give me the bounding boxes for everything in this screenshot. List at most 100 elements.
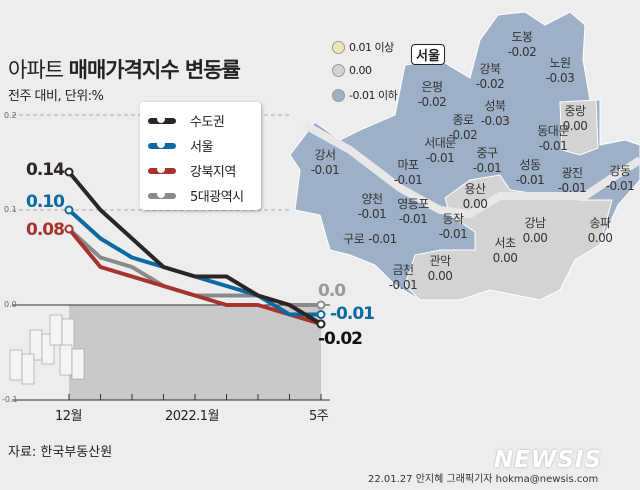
district-name: 동작 [442,212,464,226]
district-6: 중랑 0.00 [563,104,588,134]
legend-line-icon [148,114,176,124]
apartment-building-icon [61,318,75,350]
title-prefix: 아파트 [8,58,64,82]
district-name: 은평 [421,80,443,94]
district-value: -0.01 [398,212,428,226]
district-value: 0.00 [587,231,613,245]
district-24: 금천 -0.01 [389,263,418,293]
map-region-gray-south [404,174,613,301]
source-note: 자료: 한국부동산원 [8,445,113,460]
district-name: 용산 [464,182,486,196]
district-name: 서초 [494,236,516,250]
x-tick-label: 5주 [309,409,329,424]
chart-legend: 수도권 서울 강북지역 5대광역시 [140,102,261,210]
district-value: -0.01 [357,207,387,221]
series-point-1 [316,310,326,319]
district-name: 동대문 [537,124,569,138]
negative-area [69,305,321,400]
legend-label: 0.00 [349,64,372,77]
series-point-0 [316,319,326,329]
seoul-badge: 서울 [411,44,445,65]
district-name: 성동 [519,158,541,172]
district-20: 강남 0.00 [523,216,548,246]
apartment-building-icon [59,344,73,376]
district-value: 0.00 [427,269,453,283]
district-value: -0.02 [475,77,505,91]
district-21: 송파 0.00 [588,216,613,246]
legend-line-icon [148,164,176,174]
district-value: -0.01 [438,227,468,241]
district-name: 구로 [343,232,365,246]
legend-label: 5대광역시 [190,190,244,205]
district-12: 성동 -0.01 [516,158,545,188]
district-name: 영등포 [397,197,429,211]
district-value: -0.02 [448,128,478,142]
page-title: 아파트 매매가격지수 변동률 [8,54,241,84]
apartment-building-icon [49,314,63,346]
district-name: 중구 [476,146,498,160]
district-value: 0.00 [462,197,488,211]
district-name: 서대문 [424,136,456,150]
start-label-gangbuk: 0.08 [26,220,65,240]
credit-line: 22.01.27 안지혜 그래픽기자 hokma@newsis.com [368,474,599,485]
x-tick-label: 12월 [55,409,83,424]
map-region-gray-jungnang [559,99,599,156]
legend-label: 수도권 [190,115,225,130]
district-2: 강북 -0.02 [476,62,505,92]
district-value: -0.01 [310,163,340,177]
district-9: 중구 -0.01 [473,146,502,176]
y-tick: 0.1 [4,205,17,214]
apartment-building-icon [9,349,23,381]
end-label-seoul: -0.01 [330,304,375,324]
district-value: -0.01 [393,173,423,187]
legend-line-icon [148,189,176,199]
district-name: 강북 [479,62,501,76]
district-14: 강동 -0.01 [606,164,635,194]
legend-line-icon [148,139,176,149]
series-point-2 [64,224,74,234]
district-name: 노원 [549,56,571,70]
legend-label: 서울 [190,140,213,155]
legend-item-5metro: 5대광역시 [148,183,253,208]
y-tick: -0.1 [2,395,18,404]
series-point-0 [64,167,74,177]
district-value: -0.03 [480,114,510,128]
map-legend-negative: -0.01 이하 [332,87,398,103]
district-value: 0.00 [522,231,548,245]
district-value: -0.01 [368,232,397,246]
start-label-sudogwon: 0.14 [26,160,65,180]
district-name: 송파 [589,216,611,230]
district-value: 0.00 [492,251,518,265]
district-value: -0.02 [507,45,537,59]
x-tick-label: 2022.1월 [165,409,219,424]
legend-item-gangbuk: 강북지역 [148,158,253,183]
legend-label: 강북지역 [190,165,236,180]
district-19: 구로 -0.01 [343,232,397,247]
district-1: 노원 -0.03 [546,56,575,86]
district-16: 양천 -0.01 [358,192,387,222]
legend-label: -0.01 이하 [349,89,398,102]
title-main: 매매가격지수 변동률 [68,58,241,82]
district-5: 종로 -0.02 [449,113,478,143]
district-name: 강남 [524,216,546,230]
district-value: -0.01 [605,179,635,193]
district-11: 마포 -0.01 [394,158,423,188]
district-8: 서대문 -0.01 [424,136,456,166]
district-value: -0.01 [425,151,455,165]
map-legend-positive: 0.01 이상 [332,39,394,55]
district-0: 도봉 -0.02 [508,30,537,60]
legend-item-sudogwon: 수도권 [148,108,253,133]
series-point-3 [316,300,326,310]
district-4: 성북 -0.03 [481,99,510,129]
district-22: 서초 0.00 [493,236,518,266]
series-point-1 [64,205,74,215]
district-3: 은평 -0.02 [418,80,447,110]
legend-dot-icon [332,40,345,54]
district-name: 금천 [392,263,414,277]
district-name: 종로 [452,113,474,127]
end-label-sudogwon: -0.02 [318,329,363,349]
y-tick: 0.0 [4,300,17,309]
legend-label: 0.01 이상 [349,41,394,54]
apartment-building-icon [71,348,85,380]
